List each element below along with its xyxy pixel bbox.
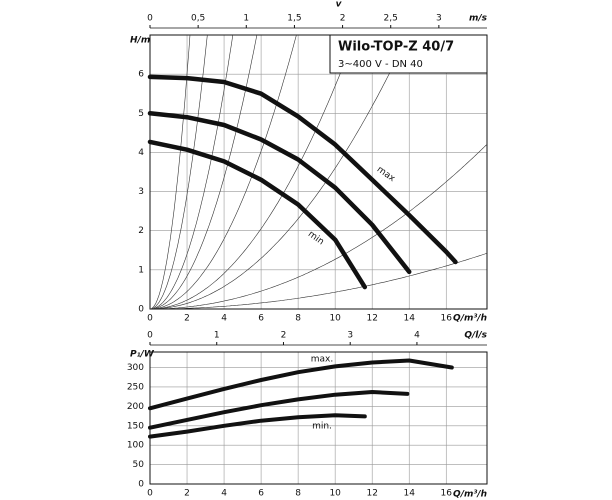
x-tick-label: 8 — [295, 489, 301, 499]
x-tick-label: 16 — [441, 314, 453, 324]
system-curve — [150, 35, 258, 309]
x-tick-label: 14 — [404, 314, 416, 324]
x2-tick-label: 0 — [147, 331, 153, 341]
system-curve — [150, 35, 409, 309]
chart-title: Wilo-TOP-Z 40/7 — [338, 40, 454, 55]
x2-tick-label: 4 — [414, 331, 420, 341]
y-tick-label: 5 — [138, 109, 144, 119]
y-tick-label: 0 — [138, 480, 144, 490]
x2-tick-label: 1 — [214, 331, 220, 341]
x2-tick-label: 3 — [347, 331, 353, 341]
y-tick-label: 6 — [138, 70, 144, 80]
system-curve — [150, 35, 356, 309]
x-tick-label: 14 — [404, 489, 416, 499]
x-tick-label: 8 — [295, 314, 301, 324]
system-curve — [150, 143, 487, 309]
x2-tick-label: 0,5 — [191, 14, 205, 24]
x2-tick-label: 2,5 — [384, 14, 398, 24]
system-curves — [150, 35, 487, 309]
y-tick-label: 100 — [127, 441, 144, 451]
x-tick-label: 10 — [329, 314, 341, 324]
chart-subtitle: 3~400 V - DN 40 — [338, 59, 423, 70]
system-curve — [150, 35, 208, 309]
x-axis-label: Q/m³/h — [453, 490, 487, 500]
y-tick-label: 0 — [138, 305, 144, 315]
y-tick-label: 250 — [127, 382, 144, 392]
x-tick-label: 4 — [221, 489, 227, 499]
y-tick-label: 2 — [138, 226, 144, 236]
performance-curve — [147, 74, 458, 265]
curve-label: max. — [311, 355, 333, 365]
performance-curve — [148, 358, 454, 411]
y-tick-label: 200 — [127, 402, 144, 412]
x-tick-label: 0 — [147, 489, 153, 499]
performance-curve — [147, 111, 412, 275]
x2-axis-label: v — [336, 0, 343, 10]
x2-axis-unit: m/s — [469, 14, 488, 24]
y-tick-label: 1 — [138, 265, 144, 275]
x-tick-label: 6 — [258, 314, 264, 324]
y-axis-label: H/m — [130, 36, 150, 46]
x-axis-label: Q/m³/h — [453, 314, 487, 324]
performance-curve — [148, 413, 367, 439]
x2-tick-label: 1,5 — [287, 14, 301, 24]
curve-label: max — [375, 165, 397, 185]
x-tick-label: 6 — [258, 489, 264, 499]
y-tick-label: 4 — [138, 148, 144, 158]
plot-frame — [149, 351, 488, 485]
y-tick-label: 50 — [133, 460, 145, 470]
x-tick-label: 2 — [184, 489, 190, 499]
y-tick-label: 150 — [127, 421, 144, 431]
x-tick-label: 10 — [329, 489, 341, 499]
system-curve — [150, 252, 487, 309]
x-tick-label: 12 — [366, 489, 377, 499]
y-tick-label: 3 — [138, 187, 144, 197]
system-curve — [150, 35, 234, 309]
y-tick-label: 300 — [127, 363, 144, 373]
curve-label: min. — [312, 422, 332, 432]
x-tick-label: 2 — [184, 314, 190, 324]
x2-tick-label: 3 — [436, 14, 442, 24]
x2-tick-label: 0 — [147, 14, 153, 24]
x-tick-label: 12 — [366, 314, 377, 324]
system-curve — [150, 35, 297, 309]
plot-frame — [149, 34, 488, 310]
x-tick-label: 0 — [147, 314, 153, 324]
performance-curve — [148, 390, 410, 430]
y-axis-label: P₁/W — [130, 350, 155, 360]
performance-curve — [147, 139, 368, 290]
x2-tick-label: 2 — [340, 14, 346, 24]
curve-label: min — [306, 229, 326, 247]
x-tick-label: 4 — [221, 314, 227, 324]
x2-axis-unit: Q/l/s — [464, 331, 487, 341]
x2-tick-label: 2 — [281, 331, 287, 341]
title-box — [329, 34, 488, 74]
x2-tick-label: 1 — [243, 14, 249, 24]
x-tick-label: 16 — [441, 489, 453, 499]
